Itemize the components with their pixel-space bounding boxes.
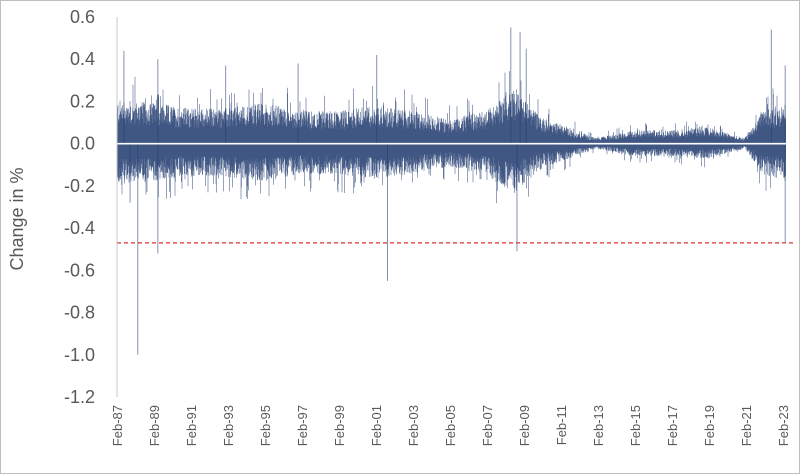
x-tick-label: Feb-21 xyxy=(739,405,754,446)
y-tick-label: 0.4 xyxy=(70,49,95,69)
x-tick-label: Feb-95 xyxy=(258,405,273,446)
y-tick-label: -1.2 xyxy=(64,387,95,407)
x-tick-label: Feb-97 xyxy=(295,405,310,446)
x-tick-label: Feb-05 xyxy=(443,405,458,446)
x-tick-label: Feb-99 xyxy=(332,405,347,446)
x-tick-label: Feb-93 xyxy=(221,405,236,446)
x-tick-labels: Feb-87 Feb-89 Feb-91 Feb-93 Feb-95 Feb-97 Feb-… xyxy=(110,405,791,446)
x-tick-label: Feb-07 xyxy=(480,405,495,446)
x-tick-label: Feb-23 xyxy=(776,405,791,446)
series-bars xyxy=(116,27,786,355)
y-axis-label: Change in % xyxy=(7,167,27,270)
x-tick-label: Feb-19 xyxy=(702,405,717,446)
x-tick-label: Feb-17 xyxy=(665,405,680,446)
x-tick-label: Feb-01 xyxy=(369,405,384,446)
x-tick-label: Feb-15 xyxy=(628,405,643,446)
daily-change-bars xyxy=(116,71,786,204)
y-tick-label: -0.6 xyxy=(64,260,95,280)
x-tick-label: Feb-87 xyxy=(110,405,125,446)
x-tick-label: Feb-03 xyxy=(406,405,421,446)
y-tick-label: 0.6 xyxy=(70,7,95,27)
y-tick-label: 0.2 xyxy=(70,91,95,111)
y-tick-label: -1.0 xyxy=(64,345,95,365)
x-tick-label: Feb-11 xyxy=(554,405,569,445)
x-tick-label: Feb-13 xyxy=(591,405,606,446)
y-tick-label: -0.2 xyxy=(64,176,95,196)
y-tick-label: -0.8 xyxy=(64,303,95,323)
x-tick-label: Feb-89 xyxy=(147,405,162,446)
y-tick-label: -0.4 xyxy=(64,218,95,238)
x-tick-label: Feb-91 xyxy=(184,405,199,446)
x-tick-label: Feb-09 xyxy=(517,405,532,446)
y-tick-labels: 0.6 0.4 0.2 0.0 -0.2 -0.4 -0.6 -0.8 -1.0 -1.2 xyxy=(64,7,95,407)
y-tick-label: 0.0 xyxy=(70,134,95,154)
